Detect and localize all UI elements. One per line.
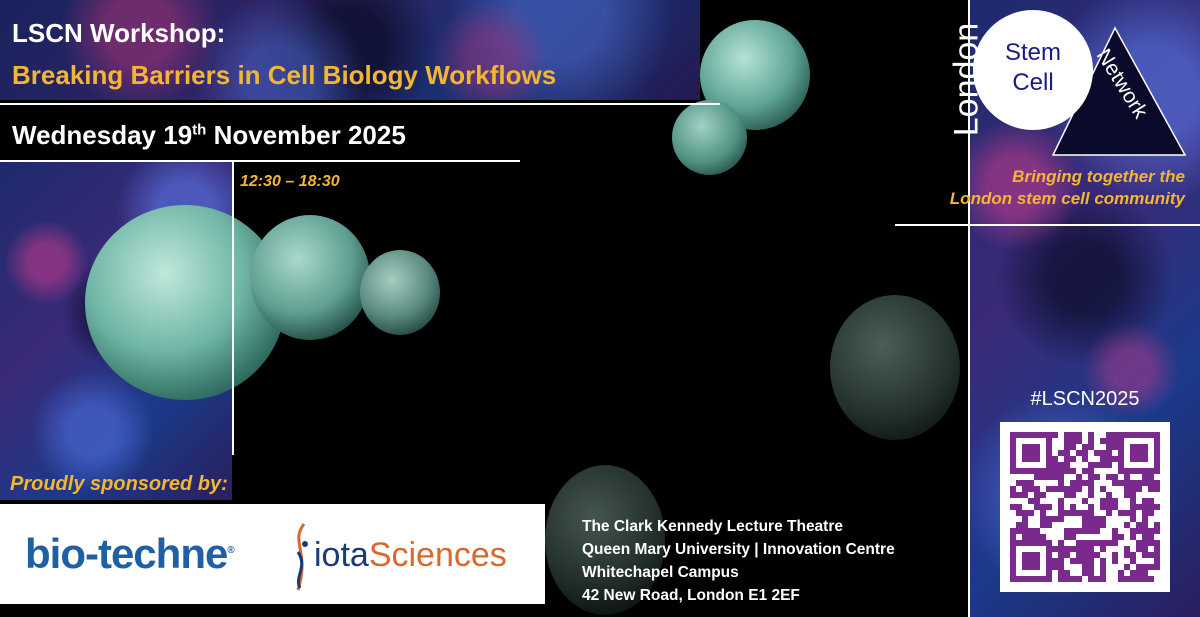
venue-line: Queen Mary University | Innovation Centr… [582,541,895,558]
lscn-logo: London Stem Cell Network [935,0,1200,165]
divider-vertical-left [232,162,234,455]
qr-code-icon[interactable] [1000,422,1170,592]
background-texture-top [0,0,700,100]
stem-cell-circle: Stem Cell [973,10,1093,130]
tagline: Bringing together the London stem cell c… [949,167,1185,208]
venue-line: 42 New Road, London E1 2EF [582,587,800,604]
venue-line: The Clark Kennedy Lecture Theatre [582,518,843,535]
venue-line: Whitechapel Campus [582,564,739,581]
event-time: 12:30 – 18:30 [240,173,340,190]
cell-image-large [85,205,285,400]
cell-image-top-small [672,100,747,175]
divider-title [0,103,720,105]
cell-image-dark-bottom [545,465,665,615]
dna-helix-icon [296,523,308,591]
divider-tagline [895,224,1200,226]
divider-date [0,160,520,162]
workshop-title: LSCN Workshop: [12,18,226,48]
cell-image-small [360,250,440,335]
hashtag: #LSCN2025 [1030,388,1140,410]
cell-image-medium [250,215,370,340]
venue-address: The Clark Kennedy Lecture Theatre Queen … [582,515,895,607]
divider-vertical-right [968,0,970,617]
event-date: Wednesday 19th November 2025 [12,120,406,150]
cell-image-dark-right [830,295,960,440]
network-triangle [1051,26,1187,156]
biotechne-logo[interactable]: bio-techne® [25,530,235,577]
divider-tagline-v [968,224,970,244]
sponsor-panel: bio-techne® iotaSciences [0,504,545,604]
workshop-subtitle: Breaking Barriers in Cell Biology Workfl… [12,60,557,90]
sponsor-label: Proudly sponsored by: [10,473,228,495]
